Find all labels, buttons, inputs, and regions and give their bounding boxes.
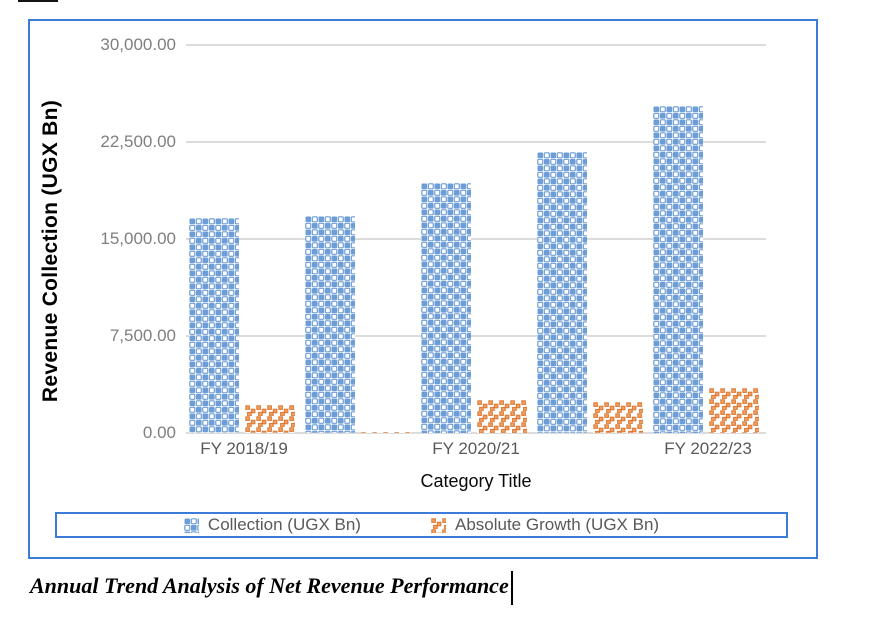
y-tick-label: 7,500.00 — [109, 326, 176, 345]
x-tick-label: FY 2022/23 — [664, 439, 752, 458]
x-axis-title: Category Title — [420, 471, 532, 491]
legend-label-collection: Collection (UGX Bn) — [207, 515, 361, 534]
x-tick-label: FY 2020/21 — [432, 439, 520, 458]
bar-collection — [421, 182, 471, 433]
bar-collection — [305, 216, 355, 433]
gridline — [186, 141, 766, 143]
chart-plot-area: 0.00 7,500.00 15,000.00 22,500.00 30,000.00 F… — [30, 21, 816, 557]
blue-checker-swatch — [183, 517, 199, 533]
legend-label-growth: Absolute Growth (UGX Bn) — [454, 515, 660, 534]
gridline — [186, 238, 766, 240]
text-cursor — [510, 570, 513, 605]
bar-growth — [709, 387, 759, 433]
y-axis-title: Revenue Collection (UGX Bn) — [39, 99, 62, 403]
legend-box[interactable]: Collection (UGX Bn) Absolute Growth (UGX… — [55, 512, 788, 538]
bar-collection — [653, 105, 703, 433]
legend-item-growth: Absolute Growth (UGX Bn) — [430, 515, 660, 535]
bar-growth — [245, 405, 295, 433]
y-tick-label: 15,000.00 — [100, 229, 176, 248]
top-edge-mark — [18, 0, 58, 2]
y-tick-label: 0.00 — [142, 423, 176, 442]
y-tick-label: 22,500.00 — [100, 132, 176, 151]
gridline — [186, 44, 766, 46]
bar-collection — [189, 218, 239, 433]
legend-item-collection: Collection (UGX Bn) — [183, 515, 361, 535]
chart-frame[interactable]: 0.00 7,500.00 15,000.00 22,500.00 30,000.00 F… — [28, 19, 818, 559]
bar-growth — [361, 431, 411, 433]
figure-caption[interactable]: Annual Trend Analysis of Net Revenue Per… — [30, 566, 513, 606]
orange-dots-swatch — [430, 517, 446, 533]
y-tick-label: 30,000.00 — [100, 35, 176, 54]
bar-collection — [537, 152, 587, 433]
bar-growth — [477, 400, 527, 433]
x-tick-label: FY 2018/19 — [200, 439, 288, 458]
bar-growth — [593, 401, 643, 433]
gridline — [186, 335, 766, 337]
caption-text[interactable]: Annual Trend Analysis of Net Revenue Per… — [30, 573, 509, 598]
gridline — [186, 432, 766, 434]
